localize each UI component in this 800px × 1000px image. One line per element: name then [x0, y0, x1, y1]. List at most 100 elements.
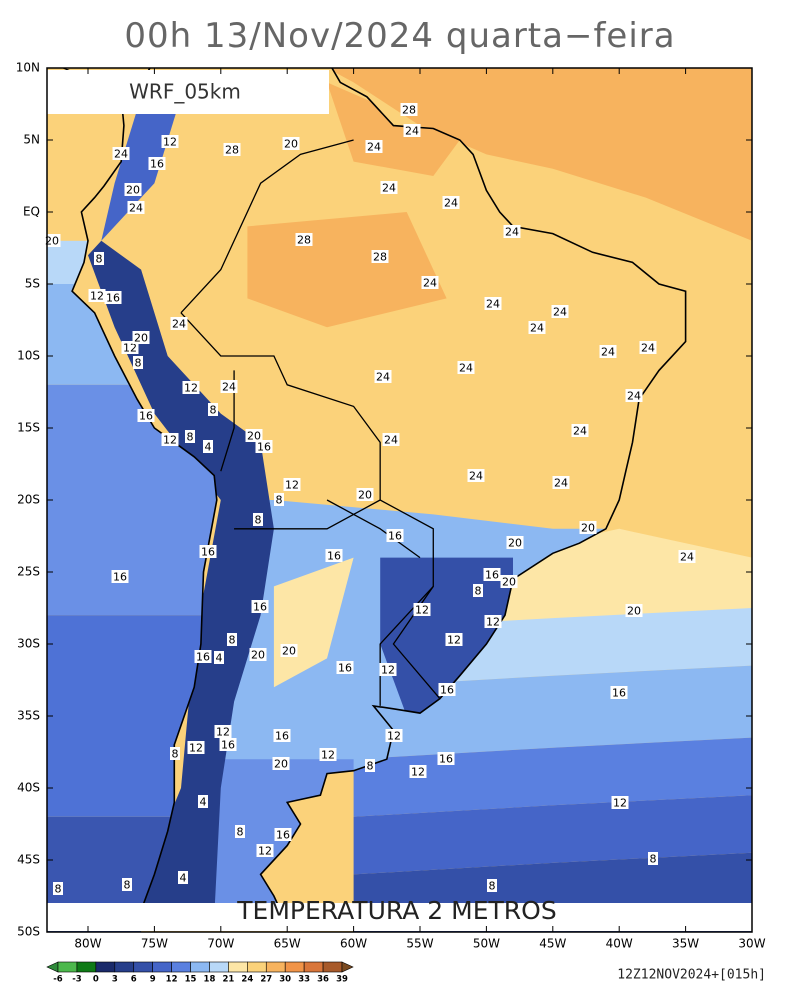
- contour-label: 24: [172, 318, 186, 331]
- colorbar-label: 3: [112, 975, 118, 985]
- lat-tick-label: 30S: [17, 637, 40, 651]
- contour-label-box: [610, 686, 628, 699]
- contour-label-box: [272, 757, 290, 770]
- contour-label-box: [220, 380, 238, 393]
- map-title: 00h 13/Nov/2024 quarta−feira: [124, 16, 675, 56]
- contour-label-box: [625, 604, 643, 617]
- contour-label-box: [467, 469, 485, 482]
- contour-label: 8: [229, 634, 236, 647]
- contour-label-box: [295, 233, 313, 246]
- contour-label: 8: [475, 585, 482, 598]
- colorbar-label: 15: [185, 975, 197, 985]
- contour-label: 24: [680, 551, 694, 564]
- contour-label-box: [484, 615, 502, 628]
- contour-label: 16: [276, 829, 290, 842]
- contour-label: 16: [440, 684, 454, 697]
- colorbar-label: 30: [279, 975, 291, 985]
- contour-label-box: [214, 725, 232, 738]
- contour-label-box: [170, 747, 180, 760]
- contour-label-box: [245, 429, 263, 442]
- contour-label-box: [94, 252, 104, 265]
- contour-label-box: [571, 424, 589, 437]
- contour-label: 24: [382, 182, 396, 195]
- lon-tick-label: 50W: [473, 937, 500, 951]
- colorbar-box: [322, 961, 343, 973]
- lon-tick-label: 30W: [738, 937, 765, 951]
- field-box: [47, 903, 752, 931]
- contour-label: 16: [139, 410, 153, 423]
- colorbar-label: -6: [53, 975, 63, 985]
- contour-label: 12: [216, 726, 230, 739]
- contour-label-box: [273, 729, 291, 742]
- lon-tick-label: 35W: [672, 937, 699, 951]
- contour-label-box: [409, 765, 427, 778]
- andes-north: [101, 96, 181, 241]
- contour-label: 8: [367, 760, 374, 773]
- contour-label: 16: [388, 530, 402, 543]
- contour-label-box: [599, 345, 617, 358]
- contour-label-box: [214, 651, 224, 664]
- model-box: [47, 70, 329, 114]
- contour-label-box: [170, 317, 188, 330]
- contour-label-box: [365, 140, 383, 153]
- lon-tick-label: 75W: [141, 937, 168, 951]
- lat-tick-label: 5N: [23, 133, 40, 147]
- colorbar-label: 9: [150, 975, 156, 985]
- contour-label-box: [111, 570, 129, 583]
- contour-label-box: [88, 289, 106, 302]
- contour-label-box: [413, 603, 431, 616]
- colorbar-arrow: [46, 961, 59, 973]
- contour-label: 12: [163, 434, 177, 447]
- contour-label: 12: [321, 749, 335, 762]
- lat-tick-label: 5S: [25, 277, 40, 291]
- contour-label: 12: [613, 797, 627, 810]
- contour-label: 24: [405, 125, 419, 138]
- lon-tick-label: 55W: [406, 937, 433, 951]
- contour-label: 16: [485, 569, 499, 582]
- contour-label: 24: [505, 226, 519, 239]
- contour-label-box: [552, 476, 570, 489]
- colorbar-label: 33: [298, 975, 310, 985]
- contour-label: 8: [276, 494, 283, 507]
- contour-label-box: [194, 650, 212, 663]
- contour-label: 4: [216, 652, 223, 665]
- contour-label-box: [203, 440, 213, 453]
- contour-label: 24: [469, 470, 483, 483]
- colorbar-label: 39: [336, 975, 348, 985]
- contour-label-box: [137, 409, 155, 422]
- contour-label-box: [380, 181, 398, 194]
- contour-label-box: [112, 147, 130, 160]
- contour-label-box: [385, 729, 403, 742]
- field-label: TEMPERATURA 2 METROS: [236, 896, 556, 925]
- contour-label-box: [506, 536, 524, 549]
- border: [326, 499, 421, 559]
- contour-label: 12: [189, 742, 203, 755]
- colorbar-label: 6: [131, 975, 137, 985]
- border: [180, 139, 354, 314]
- coastline: [71, 68, 687, 912]
- lon-tick-label: 40W: [606, 937, 633, 951]
- colorbar-label: 27: [260, 975, 272, 985]
- colorbar-box: [114, 961, 135, 973]
- contour-label: 16: [338, 662, 352, 675]
- contour-label: 12: [447, 634, 461, 647]
- contour-label: 8: [55, 883, 62, 896]
- contour-label: 8: [187, 431, 194, 444]
- contour-label-box: [648, 852, 658, 865]
- colorbar-arrow: [341, 961, 354, 973]
- contour-label: 24: [367, 141, 381, 154]
- contour-label-box: [133, 356, 143, 369]
- contour-label: 12: [90, 290, 104, 303]
- contour-label-box: [282, 137, 300, 150]
- contour-label-box: [124, 183, 142, 196]
- colorbar-box: [303, 961, 324, 973]
- colorbar-box: [228, 961, 248, 973]
- contour-labels: 2824242028121624202424242428282424242424…: [43, 103, 696, 896]
- colorbar-box: [171, 961, 191, 973]
- contour-label: 24: [423, 277, 437, 290]
- contour-label: 20: [284, 138, 298, 151]
- contour-label: 16: [439, 753, 453, 766]
- model-label: WRF_05km: [129, 80, 241, 104]
- lon-tick-label: 65W: [274, 937, 301, 951]
